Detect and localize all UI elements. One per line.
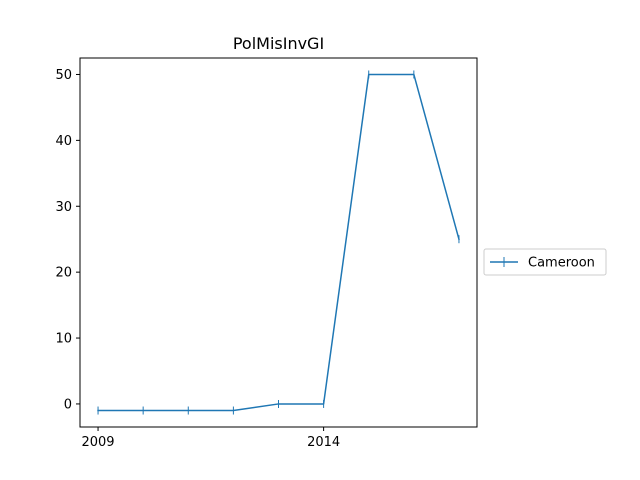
plot-area: 0 10 20 30 40 50 2009 2014 — [55, 57, 478, 450]
y-tick-label: 50 — [55, 68, 72, 83]
y-tick-label: 0 — [64, 397, 72, 412]
x-tick-label: 2014 — [307, 435, 340, 450]
y-tick-label: 30 — [55, 200, 72, 215]
chart-title: PolMisInvGI — [233, 34, 324, 53]
legend-box — [483, 248, 607, 276]
y-tick-label: 20 — [55, 266, 72, 281]
y-tick-label: 10 — [55, 332, 72, 347]
series-line-cameroon — [97, 73, 460, 412]
legend-label-cameroon: Cameroon — [528, 256, 595, 271]
axes-frame — [79, 57, 478, 428]
x-tick-label: 2009 — [81, 435, 114, 450]
y-tick-label: 40 — [55, 134, 72, 149]
legend: Cameroon — [483, 248, 607, 276]
